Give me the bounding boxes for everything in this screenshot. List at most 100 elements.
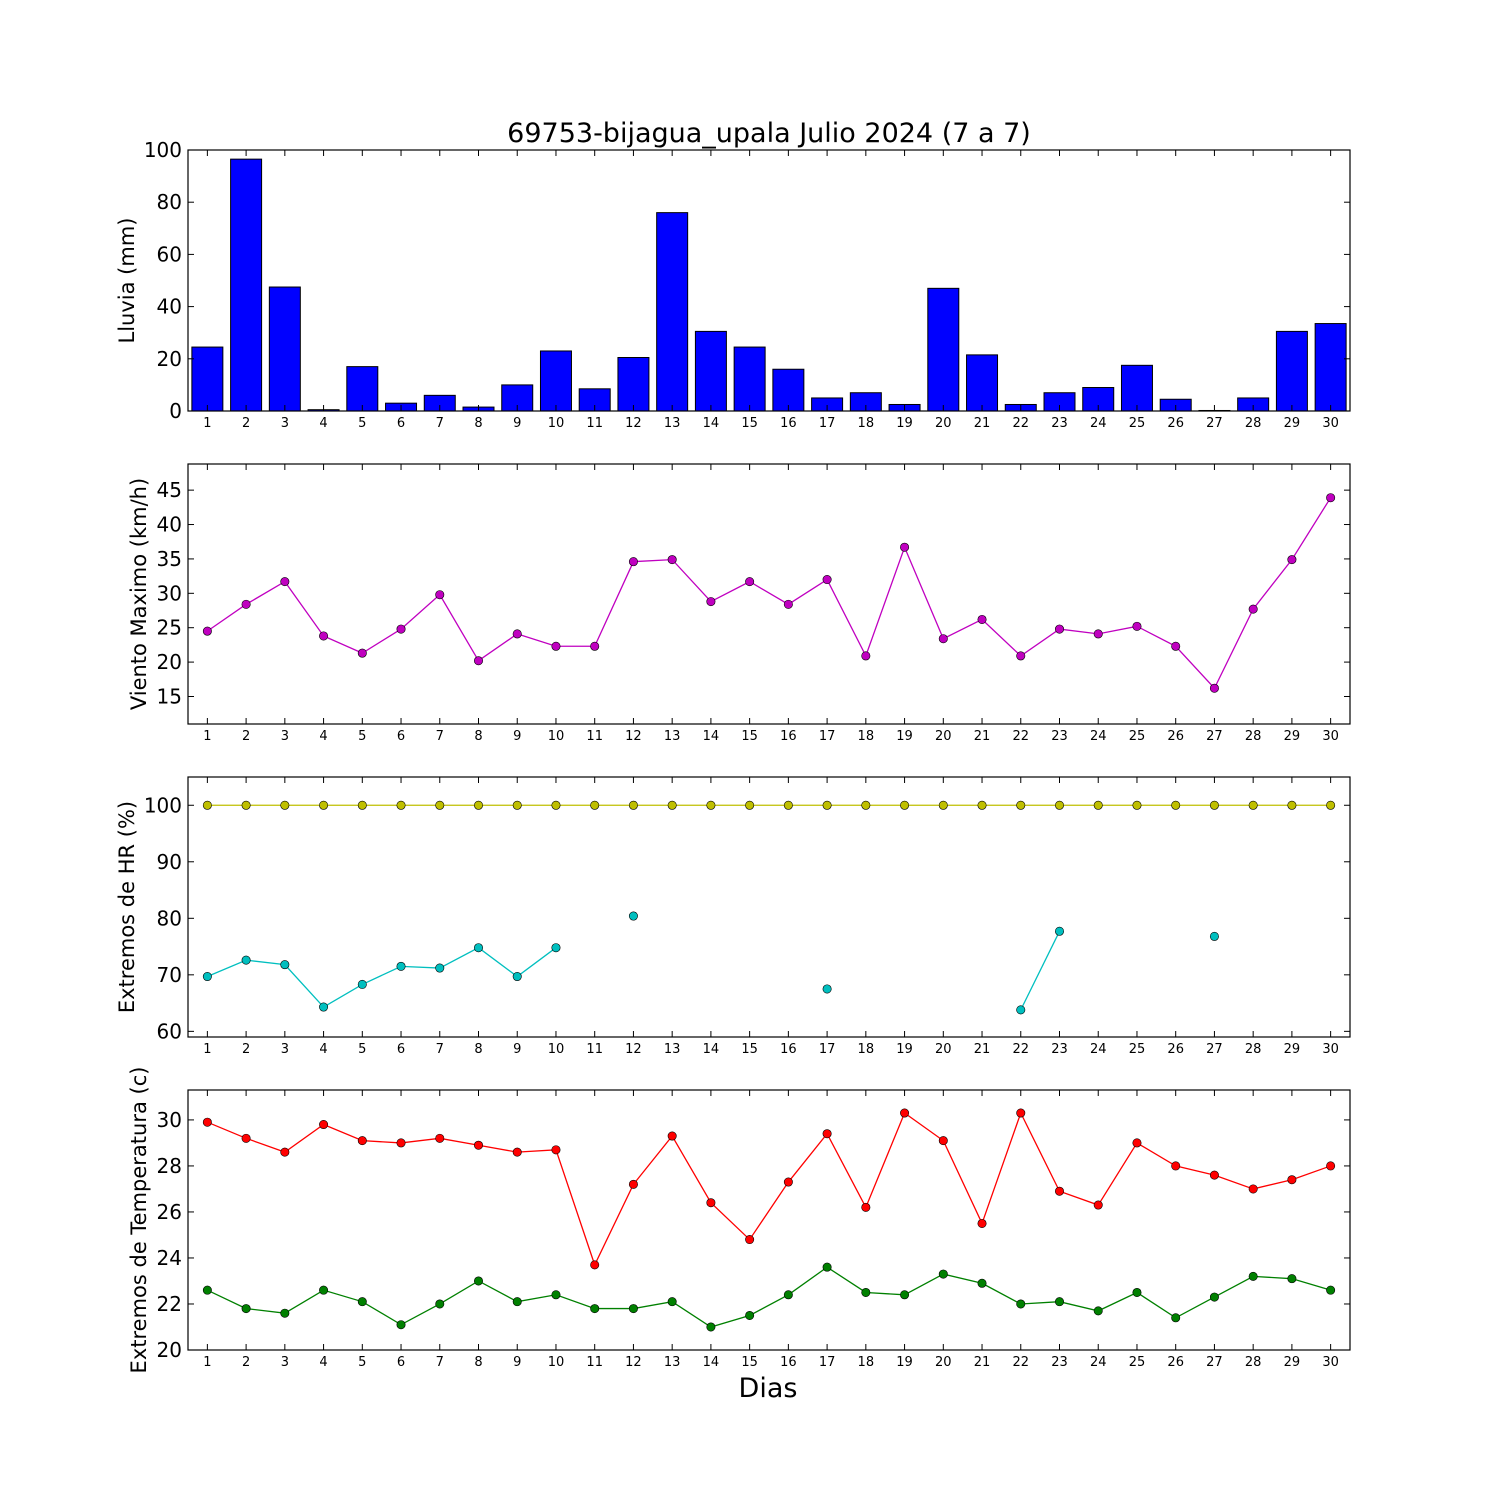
point-day-10 <box>551 1145 561 1155</box>
y-axis-label: Viento Maximo (km/h) <box>127 478 151 710</box>
x-tick-label: 27 <box>1206 729 1223 744</box>
x-tick-label: 1 <box>203 729 211 744</box>
point-day-4 <box>319 1120 329 1130</box>
x-tick-label: 11 <box>586 729 603 744</box>
x-tick-label: 6 <box>397 1042 405 1057</box>
point-day-3 <box>280 960 290 970</box>
y-tick-label: 40 <box>157 513 182 537</box>
point-day-11 <box>590 1260 600 1270</box>
y-tick-label: 70 <box>157 963 182 987</box>
bar-day-25 <box>1120 364 1153 412</box>
point-day-12 <box>628 911 638 921</box>
point-day-23 <box>1055 1186 1065 1196</box>
x-tick-label: 14 <box>703 1355 720 1370</box>
point-day-5 <box>357 979 367 989</box>
y-tick-label: 25 <box>157 616 182 640</box>
point-day-15 <box>745 800 755 810</box>
x-tick-label: 28 <box>1245 1355 1262 1370</box>
x-tick-label: 6 <box>397 1355 405 1370</box>
point-day-15 <box>745 577 755 587</box>
point-day-27 <box>1209 1170 1219 1180</box>
x-tick-label: 16 <box>780 729 797 744</box>
point-day-28 <box>1248 1184 1258 1194</box>
x-tick-label: 9 <box>513 416 521 431</box>
x-tick-label: 8 <box>474 1042 482 1057</box>
x-tick-label: 4 <box>319 1355 327 1370</box>
point-day-17 <box>822 984 832 994</box>
point-day-1 <box>202 626 212 636</box>
point-day-25 <box>1132 621 1142 631</box>
bar-day-10 <box>539 350 572 412</box>
point-day-7 <box>435 1299 445 1309</box>
point-day-8 <box>473 656 483 666</box>
point-day-12 <box>628 557 638 567</box>
point-day-7 <box>435 590 445 600</box>
x-tick-label: 22 <box>1012 729 1029 744</box>
x-tick-label: 16 <box>780 416 797 431</box>
x-tick-label: 24 <box>1090 729 1107 744</box>
point-day-11 <box>590 641 600 651</box>
point-day-30 <box>1326 493 1336 503</box>
x-tick-label: 11 <box>586 1355 603 1370</box>
x-tick-label: 3 <box>281 729 289 744</box>
x-tick-label: 24 <box>1090 1355 1107 1370</box>
x-tick-label: 29 <box>1284 729 1301 744</box>
point-day-19 <box>900 800 910 810</box>
point-day-26 <box>1171 1161 1181 1171</box>
point-day-9 <box>512 1297 522 1307</box>
x-tick-label: 8 <box>474 1355 482 1370</box>
point-day-23 <box>1055 800 1065 810</box>
extremos-de-hr-series-1 <box>202 800 1336 810</box>
x-tick-label: 8 <box>474 729 482 744</box>
series-line <box>206 497 1332 690</box>
x-tick-label: 11 <box>586 1042 603 1057</box>
point-day-29 <box>1287 555 1297 565</box>
point-day-3 <box>280 800 290 810</box>
point-day-9 <box>512 972 522 982</box>
point-day-13 <box>667 1297 677 1307</box>
x-tick-label: 30 <box>1322 1042 1339 1057</box>
point-day-27 <box>1209 1292 1219 1302</box>
x-tick-label: 20 <box>935 1355 952 1370</box>
bar-day-16 <box>772 368 805 412</box>
x-tick-label: 21 <box>974 1042 991 1057</box>
point-day-19 <box>900 1290 910 1300</box>
x-tick-label: 28 <box>1245 416 1262 431</box>
x-tick-label: 23 <box>1051 1042 1068 1057</box>
point-day-22 <box>1016 651 1026 661</box>
bar-day-21 <box>966 354 999 412</box>
point-day-6 <box>396 1138 406 1148</box>
x-tick-label: 5 <box>358 729 366 744</box>
x-tick-label: 4 <box>319 729 327 744</box>
x-tick-label: 1 <box>203 416 211 431</box>
x-tick-label: 7 <box>436 1042 444 1057</box>
x-tick-label: 21 <box>974 729 991 744</box>
x-tick-label: 14 <box>703 729 720 744</box>
point-day-1 <box>202 1285 212 1295</box>
point-day-29 <box>1287 800 1297 810</box>
point-day-26 <box>1171 1313 1181 1323</box>
point-day-11 <box>590 800 600 810</box>
y-tick-label: 100 <box>144 793 182 817</box>
y-tick-label: 45 <box>157 478 182 502</box>
x-tick-label: 27 <box>1206 1355 1223 1370</box>
point-day-12 <box>628 800 638 810</box>
x-tick-label: 10 <box>548 416 565 431</box>
x-tick-label: 17 <box>819 416 836 431</box>
point-day-10 <box>551 800 561 810</box>
point-day-18 <box>861 1202 871 1212</box>
point-day-1 <box>202 972 212 982</box>
point-day-4 <box>319 1002 329 1012</box>
point-day-15 <box>745 1235 755 1245</box>
point-day-28 <box>1248 604 1258 614</box>
point-day-21 <box>977 1278 987 1288</box>
point-day-8 <box>473 1140 483 1150</box>
point-day-29 <box>1287 1274 1297 1284</box>
point-day-28 <box>1248 1271 1258 1281</box>
point-day-6 <box>396 800 406 810</box>
x-tick-label: 20 <box>935 416 952 431</box>
x-tick-label: 8 <box>474 416 482 431</box>
point-day-28 <box>1248 800 1258 810</box>
